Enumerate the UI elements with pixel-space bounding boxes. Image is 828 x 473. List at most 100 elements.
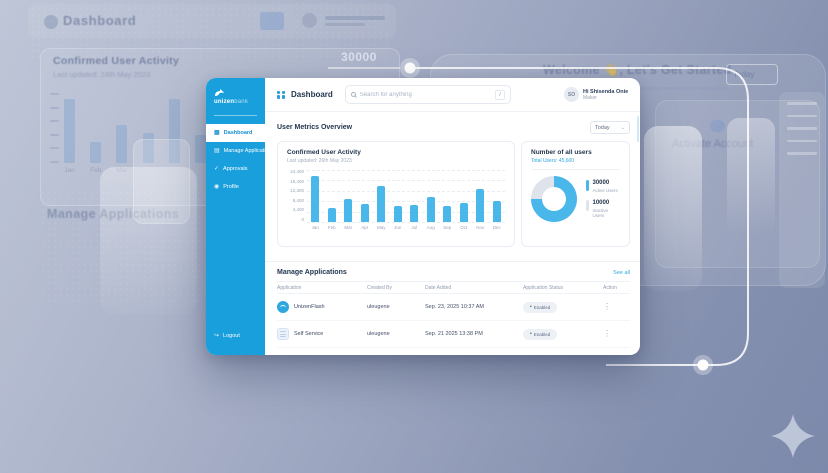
- application-name: UnizenFlash: [294, 304, 325, 310]
- avatar: SO: [564, 87, 579, 102]
- legend-value: 10000: [592, 200, 610, 206]
- confirmed-activity-card: Confirmed User Activity Last updated: 26…: [277, 141, 515, 247]
- file-icon: ▤: [214, 148, 220, 154]
- content: User Metrics Overview Today ⌄ Confirmed …: [265, 112, 640, 355]
- bg-avatar: [302, 13, 317, 28]
- applications-table: Application Created By Date Added Applicati…: [277, 281, 630, 348]
- x-tick-label: Feb: [327, 225, 336, 230]
- sidebar-item-label: Profile: [223, 184, 239, 190]
- bg-bar: [90, 142, 102, 163]
- legend-label: Inactive Users: [592, 208, 609, 218]
- search-bar[interactable]: /: [344, 85, 511, 104]
- y-tick-label: 12,300: [290, 188, 304, 193]
- table-header-row: Application Created By Date Added Applicati…: [277, 281, 630, 294]
- bg-month-label: Feb: [90, 167, 102, 174]
- bg-header-bar: [28, 4, 396, 38]
- bg-side-list-panel: [779, 92, 825, 288]
- node-dot: [404, 62, 416, 74]
- donut-ring: [531, 176, 577, 222]
- status-badge[interactable]: Enabled: [523, 328, 558, 340]
- bar-slot: [324, 170, 341, 222]
- chevron-down-icon: ⌄: [766, 71, 771, 78]
- gridline: [307, 201, 505, 203]
- bg-month-labels: Jan Feb Mar: [64, 167, 206, 174]
- x-tick-label: Dec: [492, 225, 501, 230]
- period-select[interactable]: Today ⌄: [590, 121, 630, 134]
- bar-slot: [406, 170, 423, 222]
- donut-legend: 30000 Active Users 10000 Inactive Users: [586, 180, 620, 218]
- status-badge[interactable]: Enabled: [523, 301, 558, 313]
- sidebar-item-approvals[interactable]: ✓ Approvals: [206, 160, 265, 178]
- app-icon-unizenflash: [277, 301, 289, 313]
- search-input[interactable]: [359, 91, 492, 98]
- bar-oct: [459, 203, 468, 222]
- bar-slot: [439, 170, 456, 222]
- gridline: [307, 211, 505, 213]
- bar-slot: [489, 170, 506, 222]
- bg-bar: [116, 125, 128, 163]
- bg-month-label: Jan: [64, 167, 75, 174]
- row-actions-button[interactable]: ⋮: [603, 302, 611, 311]
- bg-month-label: Mar: [116, 167, 127, 174]
- y-axis-labels: 24,400 16,400 12,300 8,400 4,400 0: [287, 169, 307, 222]
- application-cell: Self Service: [277, 328, 367, 340]
- bar-sep: [443, 206, 452, 222]
- bar-slot: [307, 170, 324, 222]
- chart-subtitle: Last updated: 26th May 2023: [287, 158, 352, 164]
- manage-applications-header: Manage Applications See all: [277, 269, 630, 276]
- bg-welcome-title: Welcome 👋, Let's Get Started: [543, 63, 732, 77]
- bar-apr: [360, 204, 369, 222]
- x-tick-label: Jun: [394, 225, 402, 230]
- bg-activity-title: Confirmed User Activity: [53, 55, 180, 67]
- bar-nov: [476, 189, 485, 222]
- legend-label: Active Users: [592, 188, 618, 193]
- bg-dashboard-title: Dashboard: [63, 13, 137, 28]
- sidebar-item-logout[interactable]: ↪ Logout: [214, 333, 240, 339]
- status-cell: Enabled: [523, 301, 603, 313]
- scrollbar[interactable]: [636, 116, 639, 142]
- created-by: uleugene: [367, 304, 390, 310]
- bg-cloud-icon: [710, 120, 725, 132]
- bg-user-text-line2: [325, 23, 365, 26]
- legend-item: 10000 Inactive Users: [586, 200, 620, 218]
- sparkle-icon: [771, 414, 815, 458]
- sidebar-item-manage-application[interactable]: ▤Manage Application: [206, 142, 265, 160]
- sidebar-divider: [214, 115, 257, 116]
- bar-aug: [426, 197, 435, 222]
- node-glow: [400, 58, 420, 78]
- x-tick-label: Aug: [426, 225, 435, 230]
- sidebar-item-profile[interactable]: ◉ Profile: [206, 178, 265, 196]
- bar-jan: [311, 176, 320, 222]
- application-cell: UnizenFlash: [277, 301, 367, 313]
- users-card-title: Number of all users: [531, 149, 592, 156]
- x-tick-label: May: [376, 225, 386, 230]
- y-tick-label: 0: [301, 216, 304, 222]
- bg-slider-value: 30000: [341, 50, 377, 64]
- bar-slot: [472, 170, 489, 222]
- sidebar-item-dashboard[interactable]: ▦ Dashboard: [206, 124, 265, 142]
- see-all-link[interactable]: See all: [613, 269, 630, 276]
- bar-dec: [492, 201, 501, 222]
- app-window: unizenbank ▦Dashboard▤Manage Application…: [206, 78, 640, 355]
- topbar: Dashboard / SO Hi Shisenda Onie Maker: [265, 78, 640, 112]
- check-icon: ✓: [214, 166, 220, 172]
- row-actions-button[interactable]: ⋮: [603, 329, 611, 338]
- bg-axis-ticks: [50, 93, 59, 163]
- overview-header: User Metrics Overview Today ⌄: [277, 121, 630, 134]
- x-tick-label: Apr: [361, 225, 369, 230]
- user-menu[interactable]: SO Hi Shisenda Onie Maker: [564, 87, 640, 102]
- chevron-down-icon: ⌄: [620, 124, 625, 131]
- bg-manage-title: Manage Applications: [47, 207, 179, 221]
- app-icon-self-service: [277, 328, 289, 340]
- grid-icon: ▦: [214, 130, 220, 136]
- logout-icon: ↪: [214, 333, 220, 339]
- legend-text: 10000 Inactive Users: [593, 200, 621, 218]
- column-header: Action: [603, 284, 617, 291]
- date-added: Sep. 21 2025 13:38 PM: [425, 331, 483, 337]
- sidebar: unizenbank ▦Dashboard▤Manage Application…: [206, 78, 265, 355]
- page-title: Dashboard: [291, 90, 333, 99]
- y-tick-label: 24,400: [290, 169, 304, 174]
- legend-text: 30000 Active Users: [593, 180, 618, 193]
- bg-dot-pattern-top: [30, 0, 390, 62]
- brand-name: unizenbank: [214, 99, 249, 105]
